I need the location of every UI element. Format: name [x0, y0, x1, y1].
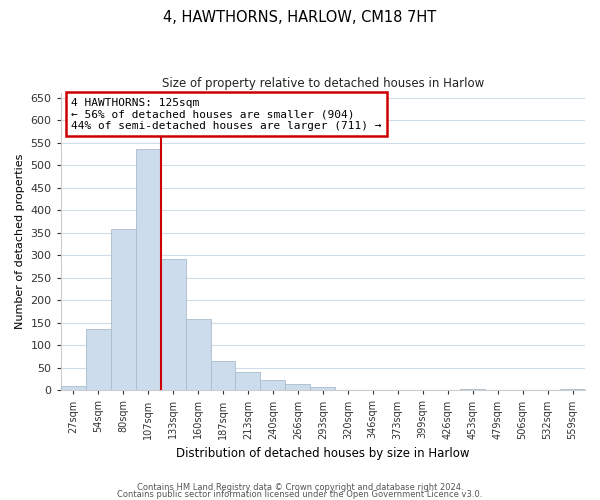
Bar [110, 229, 136, 390]
Text: Contains public sector information licensed under the Open Government Licence v3: Contains public sector information licen… [118, 490, 482, 499]
Bar [286, 384, 310, 390]
Text: 4 HAWTHORNS: 125sqm
← 56% of detached houses are smaller (904)
44% of semi-detac: 4 HAWTHORNS: 125sqm ← 56% of detached ho… [71, 98, 382, 130]
X-axis label: Distribution of detached houses by size in Harlow: Distribution of detached houses by size … [176, 447, 470, 460]
Bar [161, 259, 185, 390]
Y-axis label: Number of detached properties: Number of detached properties [15, 154, 25, 330]
Bar [211, 361, 235, 390]
Text: Contains HM Land Registry data © Crown copyright and database right 2024.: Contains HM Land Registry data © Crown c… [137, 484, 463, 492]
Bar [235, 372, 260, 390]
Text: 4, HAWTHORNS, HARLOW, CM18 7HT: 4, HAWTHORNS, HARLOW, CM18 7HT [163, 10, 437, 25]
Bar [310, 386, 335, 390]
Bar [86, 328, 110, 390]
Bar [260, 380, 286, 390]
Title: Size of property relative to detached houses in Harlow: Size of property relative to detached ho… [162, 78, 484, 90]
Bar [136, 150, 161, 390]
Bar [61, 386, 86, 390]
Bar [185, 319, 211, 390]
